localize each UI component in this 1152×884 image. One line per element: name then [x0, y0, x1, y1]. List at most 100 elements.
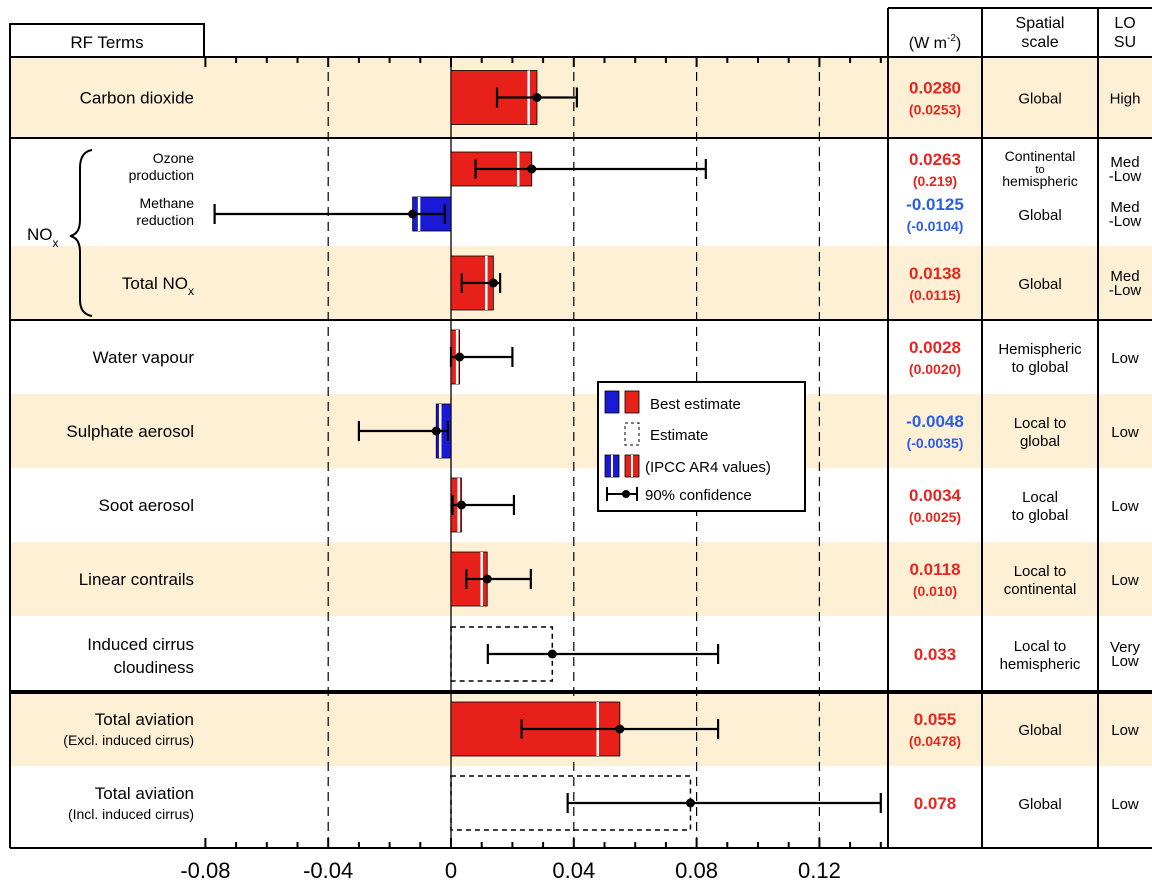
row-label: Sulphate aerosol — [66, 422, 194, 441]
best-estimate-point — [527, 164, 537, 174]
row-label: Total NOx — [122, 274, 194, 298]
losu-header: LO — [1114, 15, 1135, 32]
rf-value-ar4: (-0.0035) — [907, 435, 964, 451]
spatial-scale: hemispheric — [1002, 173, 1077, 189]
losu-value: Low — [1111, 722, 1139, 739]
losu-value: -Low — [1109, 168, 1142, 185]
losu-value: Low — [1111, 350, 1139, 367]
x-tick-label: 0 — [445, 858, 457, 883]
legend-label: (IPCC AR4 values) — [645, 459, 771, 476]
row-label: Carbon dioxide — [80, 89, 194, 108]
spatial-scale: Local — [1022, 489, 1058, 506]
rf-value-ar4: (0.010) — [913, 583, 957, 599]
legend-label: Estimate — [650, 427, 708, 444]
spatial-scale: Local to — [1014, 415, 1067, 432]
best-estimate-point — [615, 724, 625, 734]
row-label: Total aviation — [95, 710, 194, 729]
rf-value-ar4: (0.0478) — [909, 733, 961, 749]
legend-label: 90% confidence — [645, 487, 752, 504]
row-label: reduction — [136, 212, 194, 228]
row-band — [10, 394, 1152, 468]
losu-value: Low — [1111, 572, 1139, 589]
spatial-scale: Global — [1018, 796, 1061, 813]
row-label: Total aviation — [95, 784, 194, 803]
spatial-scale-header: scale — [1021, 34, 1058, 51]
units-header: (W m-2) — [909, 33, 961, 52]
spatial-scale: Global — [1018, 91, 1061, 108]
legend-blue-swatch — [604, 390, 620, 414]
legend-ci-point — [622, 490, 630, 498]
losu-value: Low — [1111, 796, 1139, 813]
rf-terms-header: RF Terms — [70, 33, 143, 52]
rf-value: 0.033 — [914, 645, 957, 664]
losu-value: -Low — [1109, 282, 1142, 299]
nox-brace — [69, 149, 93, 317]
best-estimate-point — [456, 500, 466, 510]
rf-value: 0.0138 — [909, 264, 961, 283]
rf-value: 0.0118 — [909, 560, 960, 579]
spatial-scale: continental — [1004, 581, 1077, 598]
row-band — [10, 57, 1152, 138]
row-band — [10, 542, 1152, 616]
spatial-scale: Global — [1018, 722, 1061, 739]
x-tick-label: 0.04 — [552, 858, 595, 883]
rf-value: -0.0048 — [906, 412, 964, 431]
losu-value: Med — [1110, 199, 1139, 216]
row-label: (Incl. induced cirrus) — [68, 806, 194, 822]
spatial-scale: Global — [1018, 207, 1061, 224]
spatial-scale: Local to — [1014, 638, 1067, 655]
nox-label: NOx — [27, 225, 59, 250]
rf-value: 0.055 — [914, 710, 957, 729]
losu-value: Low — [1111, 498, 1139, 515]
row-band — [10, 246, 1152, 320]
best-estimate-point — [408, 209, 418, 219]
estimate-bar — [450, 775, 692, 831]
row-label: Water vapour — [93, 348, 195, 367]
x-tick-label: 0.12 — [798, 858, 841, 883]
rf-value-ar4: (0.219) — [913, 173, 957, 189]
row-label: production — [129, 167, 194, 183]
spatial-scale: Local to — [1014, 563, 1067, 580]
spatial-scale: Hemispheric — [998, 341, 1082, 358]
rf-value-ar4: (0.0025) — [909, 509, 961, 525]
losu-value: Med — [1110, 154, 1139, 171]
row-label: Methane — [140, 195, 195, 211]
losu-value: High — [1110, 91, 1141, 108]
spatial-scale-header: Spatial — [1016, 15, 1065, 32]
legend-label: Best estimate — [650, 396, 741, 413]
best-estimate-point — [482, 574, 492, 584]
rf-value: 0.0280 — [909, 79, 961, 98]
x-tick-label: -0.04 — [303, 858, 353, 883]
best-estimate-point — [532, 93, 542, 102]
best-estimate-point — [547, 649, 557, 659]
losu-value: Med — [1110, 268, 1139, 285]
spatial-scale: global — [1020, 433, 1060, 450]
row-label: Linear contrails — [79, 570, 194, 589]
legend-estimate-swatch — [624, 422, 640, 446]
spatial-scale: to global — [1012, 507, 1069, 524]
row-label: Induced cirrus — [87, 635, 194, 654]
rf-value: 0.078 — [914, 794, 957, 813]
best-estimate-point — [685, 798, 695, 808]
row-label: Ozone — [153, 150, 194, 166]
row-label: Soot aerosol — [99, 496, 194, 515]
row-label: (Excl. induced cirrus) — [63, 732, 194, 748]
rf-value-ar4: (0.0020) — [909, 361, 961, 377]
rf-value: 0.0263 — [909, 150, 961, 169]
spatial-scale: Continental — [1005, 148, 1076, 164]
losu-value: -Low — [1109, 213, 1142, 230]
rf-value-ar4: (0.0115) — [909, 287, 960, 303]
rf-value-ar4: (-0.0104) — [907, 218, 964, 234]
losu-header: SU — [1114, 34, 1136, 51]
spatial-scale: hemispheric — [1000, 656, 1081, 673]
spatial-scale: to global — [1012, 359, 1069, 376]
spatial-scale: to — [1035, 164, 1044, 176]
x-tick-label: -0.08 — [180, 858, 230, 883]
legend-red-swatch — [624, 390, 640, 414]
losu-value: Low — [1111, 653, 1139, 670]
row-label: cloudiness — [114, 658, 194, 677]
x-tick-label: 0.08 — [675, 858, 718, 883]
best-estimate-point — [488, 278, 498, 288]
best-estimate-point — [431, 426, 441, 436]
